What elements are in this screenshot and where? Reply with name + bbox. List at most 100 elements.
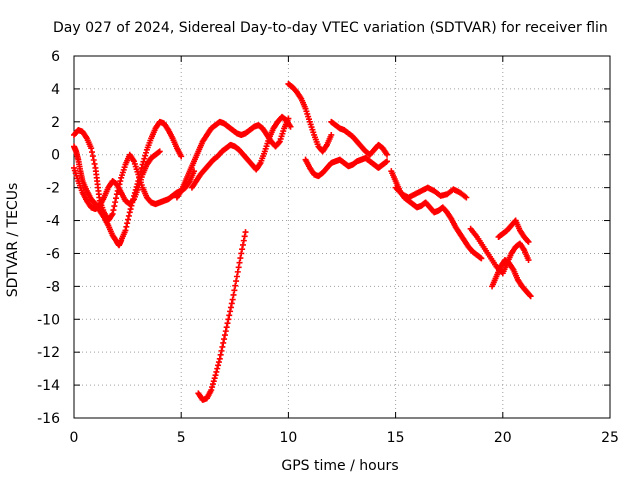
data-point [232,282,239,289]
data-point [89,153,96,160]
data-point [524,237,531,244]
data-point [221,332,228,339]
data-point [218,347,225,354]
data-series [392,184,470,201]
y-tick-label: -10 [37,312,60,328]
x-tick-label: 25 [601,430,619,446]
y-tick-label: -2 [46,181,60,197]
data-point [91,160,98,167]
data-point [228,300,235,307]
data-point [227,308,234,315]
data-point [214,365,221,372]
data-point [384,151,391,158]
data-point [239,246,246,253]
data-point [525,238,532,245]
data-point [140,158,147,165]
data-point [208,387,215,394]
y-axis-label: SDTVAR / TECUs [5,183,21,298]
y-tick-label: -14 [37,378,60,394]
data-point [122,227,129,234]
data-point [90,156,97,163]
data-point [526,292,533,299]
y-tick-label: -8 [46,279,60,295]
data-point [223,324,230,331]
data-point [229,296,236,303]
data-point [463,194,470,201]
data-point [225,316,232,323]
data-point [221,336,228,343]
data-point [527,293,534,300]
data-series [195,229,249,403]
data-point [212,372,219,379]
data-series [302,155,391,180]
data-point [209,384,216,391]
data-point [210,378,217,385]
data-point [234,268,241,275]
data-point [178,153,185,160]
data-series [188,113,294,191]
data-point [239,241,246,248]
data-point [123,223,130,230]
data-point [240,237,247,244]
data-point [130,197,137,204]
data-point [220,339,227,346]
y-tick-label: 0 [51,148,60,164]
data-point [215,362,222,369]
data-point [117,178,124,185]
data-point [238,250,245,257]
data-point [109,210,116,217]
axes [73,55,611,419]
data-series [489,257,534,300]
data-series [388,168,485,262]
x-tick-label: 15 [387,430,405,446]
data-point [110,207,117,214]
data-point [88,145,95,152]
data-point [125,216,132,223]
data-point [127,206,134,213]
data-point [111,203,118,210]
data-point [112,199,119,206]
data-point [216,355,223,362]
data-series [71,148,163,213]
data-point [126,209,133,216]
x-tick-label: 20 [494,430,512,446]
data-series [467,225,532,277]
data-point [241,233,248,240]
x-tick-label: 10 [279,430,297,446]
data-point [224,320,231,327]
data-point [275,139,282,146]
data-point [525,257,532,264]
data-series [495,217,532,245]
y-tick-label: -16 [37,411,60,427]
chart-title: Day 027 of 2024, Sidereal Day-to-day VTE… [53,20,608,36]
data-point [328,131,335,138]
data-point [113,195,120,202]
data-series [71,127,198,224]
data-points [71,80,534,403]
y-tick-label: 4 [51,82,60,98]
data-point [233,273,240,280]
data-point [143,149,150,156]
data-point [124,220,131,227]
x-tick-label: 0 [70,430,79,446]
data-point [237,255,244,262]
data-point [213,368,220,375]
y-tick-label: 6 [51,49,60,65]
grid-lines [74,56,610,418]
data-point [125,212,132,219]
data-point [89,149,96,156]
data-point [222,328,229,335]
data-series [328,118,391,158]
y-tick-label: -4 [46,214,60,230]
data-point [233,278,240,285]
data-point [226,312,233,319]
data-point [236,259,243,266]
y-tick-labels: 6 4 2 0 -2 -4 -6 -8 -10 -12 -14 -16 [37,49,60,427]
x-tick-label: 5 [177,430,186,446]
data-point [217,351,224,358]
data-point [215,359,222,366]
data-point [231,287,238,294]
x-tick-labels: 0 5 10 15 20 25 [70,430,619,446]
